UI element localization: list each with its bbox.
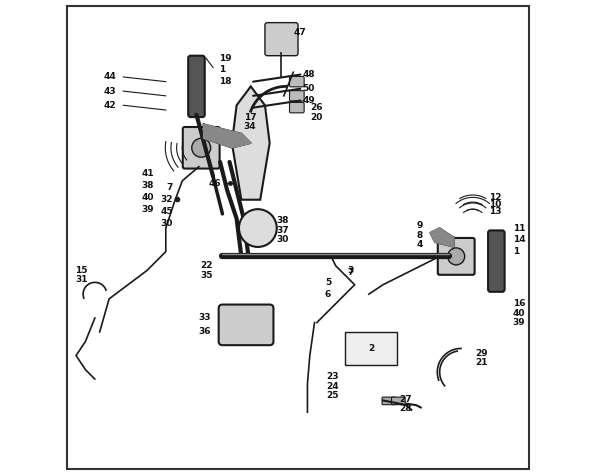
Circle shape xyxy=(192,138,210,157)
Text: 38: 38 xyxy=(141,181,154,190)
Text: 49: 49 xyxy=(303,96,315,105)
Text: 39: 39 xyxy=(513,318,526,327)
Text: 30: 30 xyxy=(277,235,289,244)
Circle shape xyxy=(448,248,465,265)
FancyBboxPatch shape xyxy=(290,76,304,87)
Text: 50: 50 xyxy=(303,84,315,93)
Text: 16: 16 xyxy=(513,299,525,308)
Text: 43: 43 xyxy=(104,86,116,95)
Text: 34: 34 xyxy=(244,122,256,131)
FancyBboxPatch shape xyxy=(219,304,274,345)
Text: 22: 22 xyxy=(200,261,213,270)
Text: 7: 7 xyxy=(166,183,173,192)
Text: 1: 1 xyxy=(513,247,519,256)
Text: 29: 29 xyxy=(475,349,488,358)
Circle shape xyxy=(239,209,277,247)
FancyBboxPatch shape xyxy=(290,103,304,113)
Text: 47: 47 xyxy=(293,28,306,37)
Text: 36: 36 xyxy=(198,327,210,336)
FancyBboxPatch shape xyxy=(488,230,505,292)
Text: 33: 33 xyxy=(198,314,210,322)
Text: 46: 46 xyxy=(209,179,222,188)
Text: 13: 13 xyxy=(489,207,502,216)
Text: 19: 19 xyxy=(219,54,232,63)
Text: 30: 30 xyxy=(160,219,173,228)
FancyBboxPatch shape xyxy=(188,56,205,117)
Polygon shape xyxy=(430,228,454,247)
Text: 5: 5 xyxy=(325,278,331,287)
Text: 18: 18 xyxy=(219,77,232,86)
Text: 9: 9 xyxy=(417,221,423,230)
Text: 3: 3 xyxy=(347,266,354,275)
Text: 31: 31 xyxy=(75,276,88,285)
Text: 32: 32 xyxy=(160,195,173,204)
Text: 48: 48 xyxy=(303,70,315,79)
FancyBboxPatch shape xyxy=(183,127,219,169)
Text: 17: 17 xyxy=(244,113,256,122)
Text: 37: 37 xyxy=(277,226,290,235)
FancyBboxPatch shape xyxy=(438,238,474,275)
Text: 8: 8 xyxy=(417,231,423,240)
Text: 1: 1 xyxy=(219,66,225,75)
Text: 28: 28 xyxy=(399,404,412,413)
Text: 45: 45 xyxy=(160,207,173,216)
Text: 11: 11 xyxy=(513,224,525,233)
Text: 41: 41 xyxy=(141,169,154,178)
Text: 39: 39 xyxy=(141,205,154,214)
Text: 4: 4 xyxy=(417,240,423,249)
PathPatch shape xyxy=(232,86,269,200)
Text: 2: 2 xyxy=(368,344,374,353)
Text: 14: 14 xyxy=(513,235,526,244)
FancyBboxPatch shape xyxy=(290,91,304,101)
Text: 15: 15 xyxy=(75,266,88,275)
Text: 20: 20 xyxy=(310,113,322,122)
Text: 27: 27 xyxy=(399,395,412,403)
FancyBboxPatch shape xyxy=(382,397,396,405)
Text: 25: 25 xyxy=(327,391,339,400)
FancyBboxPatch shape xyxy=(392,397,405,405)
Text: 42: 42 xyxy=(104,101,116,110)
Text: 40: 40 xyxy=(141,193,154,202)
Text: 40: 40 xyxy=(513,309,525,318)
Text: 6: 6 xyxy=(325,290,331,299)
Text: 10: 10 xyxy=(489,200,502,209)
Text: 24: 24 xyxy=(327,382,339,391)
Text: 26: 26 xyxy=(310,103,322,112)
Text: 38: 38 xyxy=(277,217,289,226)
Polygon shape xyxy=(204,124,251,148)
Text: 21: 21 xyxy=(475,358,488,367)
Polygon shape xyxy=(345,332,397,365)
Text: 23: 23 xyxy=(327,372,339,381)
Text: 35: 35 xyxy=(200,271,213,280)
Text: 7: 7 xyxy=(347,268,354,277)
Text: 44: 44 xyxy=(104,73,116,81)
Text: 12: 12 xyxy=(489,193,502,202)
FancyBboxPatch shape xyxy=(265,23,298,56)
